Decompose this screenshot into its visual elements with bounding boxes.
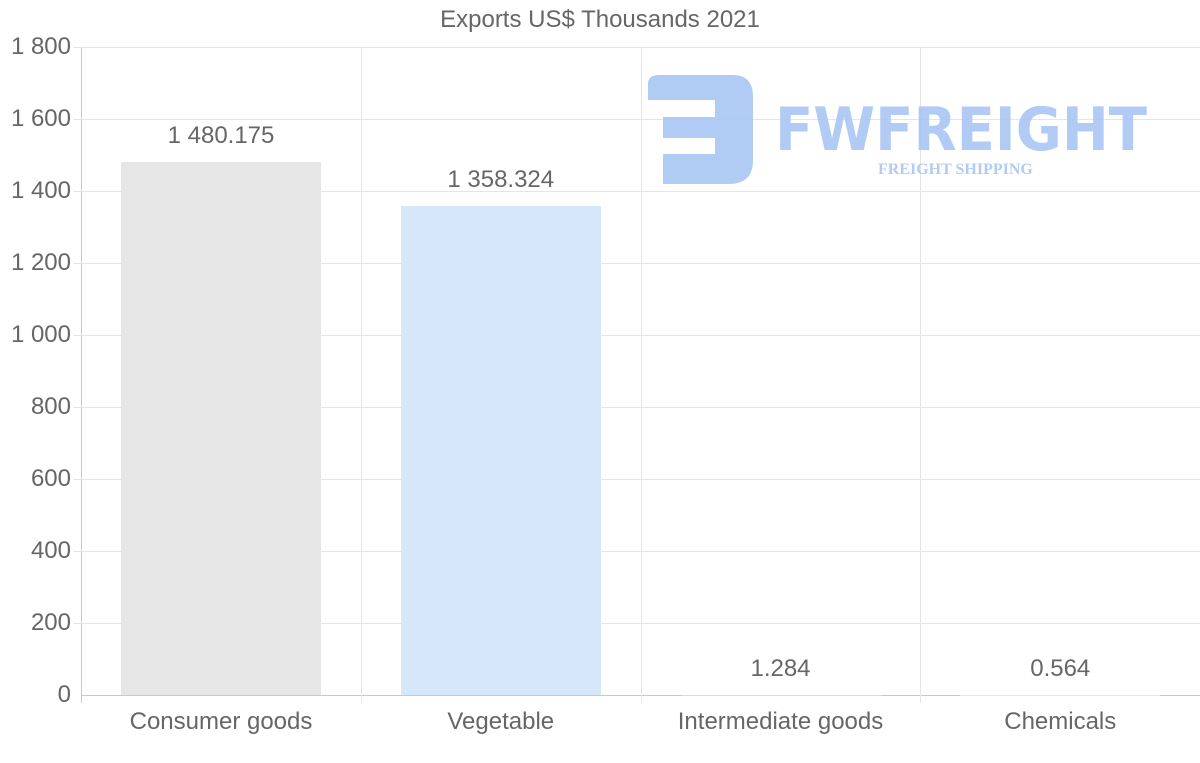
- y-tick-label: 1 400: [10, 177, 71, 204]
- bar-vegetable[interactable]: [400, 206, 601, 695]
- h-gridline: [73, 47, 1200, 48]
- y-tick-label: 400: [30, 537, 71, 564]
- y-tick-label: 800: [30, 393, 71, 420]
- h-gridline: [73, 191, 1200, 192]
- h-gridline: [73, 623, 1200, 624]
- x-tick-label: Consumer goods: [129, 708, 313, 735]
- h-gridline: [73, 551, 1200, 552]
- plot-area: [73, 47, 1200, 703]
- y-tick-label: 1 800: [10, 33, 71, 60]
- bar-value-label: 1 358.324: [447, 166, 555, 193]
- chart-title: Exports US$ Thousands 2021: [440, 6, 760, 33]
- logo-mark-icon: [648, 75, 753, 184]
- v-gridline: [920, 47, 922, 703]
- x-tick-label: Chemicals: [1004, 708, 1117, 735]
- y-tick-label: 200: [30, 609, 71, 636]
- y-tick-label: 0: [57, 681, 71, 708]
- y-axis-line: [81, 47, 82, 703]
- y-tick-label: 1 200: [10, 249, 71, 276]
- svg-text:FWFREIGHT: FWFREIGHT: [775, 95, 1147, 165]
- bar-value-label: 0.564: [1030, 654, 1091, 682]
- v-gridline: [640, 47, 642, 703]
- x-tick-label: Intermediate goods: [677, 708, 884, 735]
- x-tick-label: Vegetable: [447, 708, 555, 735]
- svg-text:FREIGHT SHIPPING: FREIGHT SHIPPING: [878, 161, 1033, 178]
- y-tick-label: 1 000: [10, 321, 71, 348]
- h-gridline: [73, 263, 1200, 264]
- bar-value-label: 1.284: [750, 654, 811, 682]
- h-gridline: [73, 119, 1200, 120]
- bar-consumer-goods[interactable]: [121, 162, 321, 695]
- y-tick-label: 600: [30, 465, 71, 492]
- v-gridline: [360, 47, 362, 703]
- h-gridline: [73, 407, 1200, 408]
- bar-value-label: 1 480.175: [167, 122, 275, 150]
- h-gridline: [73, 479, 1200, 480]
- y-tick-label: 1 600: [10, 105, 71, 132]
- h-gridline: [73, 335, 1200, 336]
- fwfreight-watermark-logo: FWFREIGHT FREIGHT SHIPPING: [648, 75, 1147, 184]
